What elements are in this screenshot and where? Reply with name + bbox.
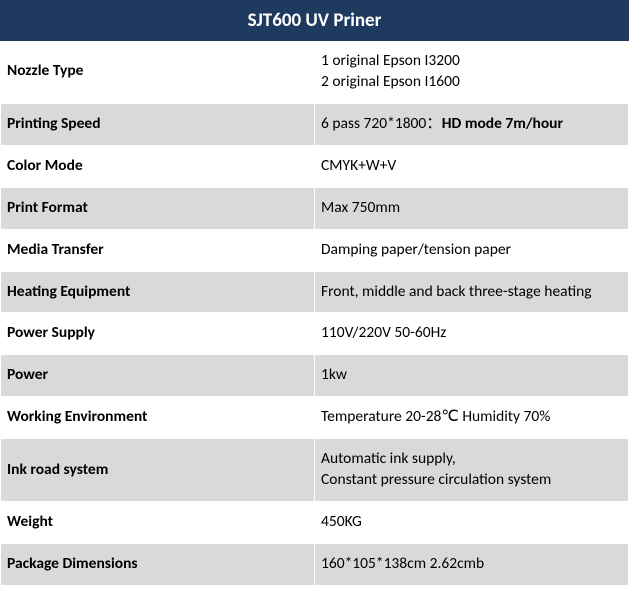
table-row: Power 1kw	[1, 355, 629, 397]
value-line: Constant pressure circulation system	[321, 470, 551, 489]
spec-label: Working Environment	[1, 397, 315, 439]
spec-label: Weight	[1, 502, 315, 544]
table-row: Printing Speed 6 pass 720*1800：HD mode 7…	[1, 103, 629, 145]
table-row: Color Mode CMYK+W+V	[1, 145, 629, 187]
spec-value: Max 750mm	[315, 187, 629, 229]
spec-label: Package Dimensions	[1, 543, 315, 585]
table-title: SJT600 UV Priner	[1, 1, 629, 41]
value-prefix: 6 pass 720*1800：	[321, 114, 442, 133]
table-row: Ink road system Automatic ink supply, Co…	[1, 439, 629, 502]
table-row: Media Transfer Damping paper/tension pap…	[1, 229, 629, 271]
spec-value: Automatic ink supply, Constant pressure …	[315, 439, 629, 502]
table-row: Nozzle Type 1 original Epson I3200 2 ori…	[1, 41, 629, 104]
spec-value: 1 original Epson I3200 2 original Epson …	[315, 41, 629, 104]
spec-label: Printing Speed	[1, 103, 315, 145]
table-row: Heating Equipment Front, middle and back…	[1, 271, 629, 313]
spec-label: Print Format	[1, 187, 315, 229]
table-row: Working Environment Temperature 20-28℃ H…	[1, 397, 629, 439]
table-row: Print Format Max 750mm	[1, 187, 629, 229]
spec-table: SJT600 UV Priner Nozzle Type 1 original …	[0, 0, 629, 586]
spec-label: Heating Equipment	[1, 271, 315, 313]
value-bold: HD mode 7m/hour	[442, 114, 563, 133]
table-row: Package Dimensions 160*105*138cm 2.62cmb	[1, 543, 629, 585]
spec-value: 1kw	[315, 355, 629, 397]
spec-value: CMYK+W+V	[315, 145, 629, 187]
spec-value: 6 pass 720*1800：HD mode 7m/hour	[315, 103, 629, 145]
spec-value: 450KG	[315, 502, 629, 544]
spec-label: Power Supply	[1, 313, 315, 355]
spec-label: Ink road system	[1, 439, 315, 502]
value-line: Automatic ink supply,	[321, 449, 456, 468]
spec-value: 160*105*138cm 2.62cmb	[315, 543, 629, 585]
header-row: SJT600 UV Priner	[1, 1, 629, 41]
spec-label: Nozzle Type	[1, 41, 315, 104]
table-row: Power Supply 110V/220V 50-60Hz	[1, 313, 629, 355]
value-line: 1 original Epson I3200	[321, 51, 460, 70]
spec-label: Color Mode	[1, 145, 315, 187]
spec-label: Power	[1, 355, 315, 397]
spec-value: 110V/220V 50-60Hz	[315, 313, 629, 355]
spec-value: Front, middle and back three-stage heati…	[315, 271, 629, 313]
spec-value: Damping paper/tension paper	[315, 229, 629, 271]
spec-label: Media Transfer	[1, 229, 315, 271]
table-row: Weight 450KG	[1, 502, 629, 544]
spec-value: Temperature 20-28℃ Humidity 70%	[315, 397, 629, 439]
value-line: 2 original Epson I1600	[321, 72, 460, 91]
